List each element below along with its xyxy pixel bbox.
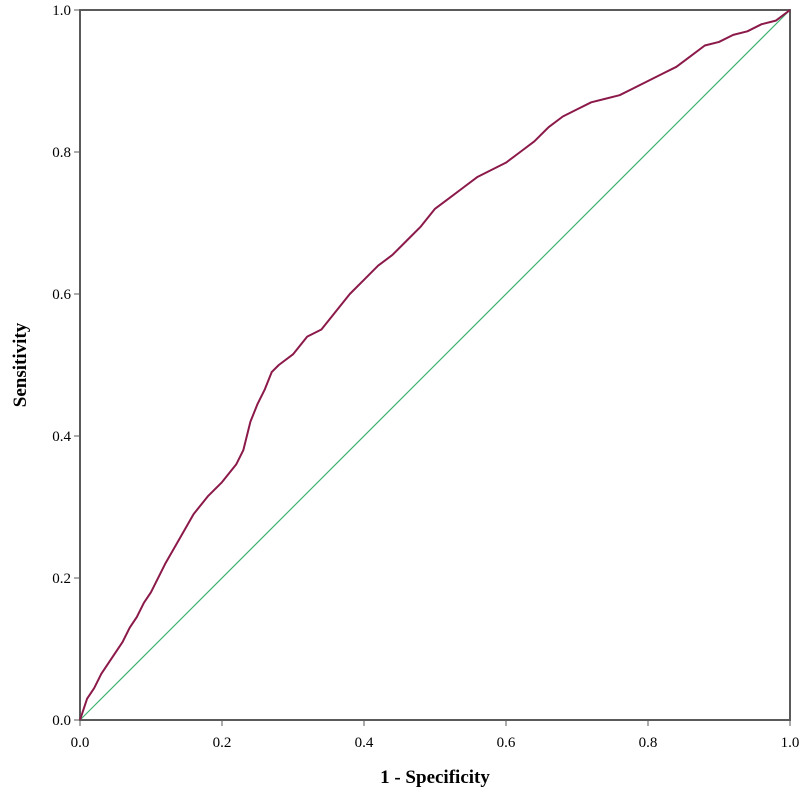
x-tick-label: 0.2	[213, 735, 232, 751]
reference-diagonal-line	[79, 9, 791, 721]
y-tick-label: 0.0	[52, 713, 71, 729]
y-tick-label: 0.2	[52, 571, 71, 587]
x-tick-label: 0.0	[71, 735, 90, 751]
x-tick-label: 0.4	[355, 735, 374, 751]
x-tick-label: 0.8	[639, 735, 658, 751]
x-tick-label: 0.6	[497, 735, 516, 751]
y-tick-label: 1.0	[52, 3, 71, 19]
x-axis-title: 1 - Specificity	[380, 767, 490, 788]
y-tick-label: 0.4	[52, 429, 71, 445]
y-tick-label: 0.6	[52, 287, 71, 303]
y-axis-title: Sensitivity	[10, 322, 31, 407]
y-tick-label: 0.8	[52, 145, 71, 161]
roc-curve-line	[79, 9, 791, 721]
x-tick-label: 1.0	[781, 735, 800, 751]
